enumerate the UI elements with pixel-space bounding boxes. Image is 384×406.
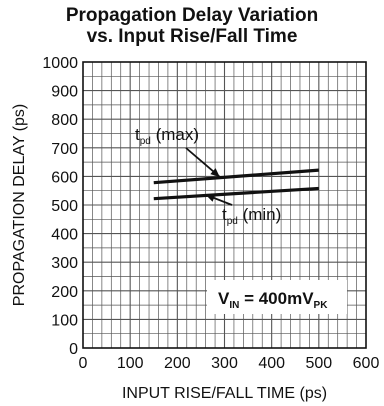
- y-tick-label: 900: [51, 84, 78, 101]
- arrowhead: [205, 194, 216, 202]
- condition-box-bg: [207, 280, 347, 314]
- series-label: tpd (min): [222, 205, 281, 227]
- x-tick-label: 300: [211, 355, 238, 372]
- chart-title-line2: vs. Input Rise/Fall Time: [86, 26, 298, 47]
- x-tick-label: 200: [164, 355, 191, 372]
- x-axis-label: INPUT RISE/FALL TIME (ps): [122, 385, 327, 402]
- y-tick-label: 300: [51, 255, 78, 272]
- x-tick-label: 400: [258, 355, 285, 372]
- y-tick-label: 600: [51, 169, 78, 186]
- y-axis-label: PROPAGATION DELAY (ps): [11, 104, 28, 306]
- condition-box: [207, 280, 347, 314]
- annotations: tpd (max) tpd (min) VIN = 400mVPK: [135, 125, 328, 311]
- series-label: tpd (max): [135, 125, 199, 147]
- y-tick-label: 700: [51, 141, 78, 158]
- y-tick-label: 200: [51, 284, 78, 301]
- chart-title-line1: Propagation Delay Variation: [65, 5, 319, 26]
- y-tick-label: 0: [69, 341, 78, 358]
- x-tick-label: 600: [353, 355, 380, 372]
- y-tick-label: 1000: [42, 55, 78, 72]
- condition-label: VIN = 400mVPK: [218, 289, 328, 311]
- x-tick-label: 500: [305, 355, 332, 372]
- series-line: [153, 186, 319, 201]
- arrowhead: [210, 168, 220, 177]
- grid: [83, 62, 366, 348]
- series-line: [153, 168, 319, 185]
- x-tick-label: 0: [79, 355, 88, 372]
- y-tick-label: 400: [51, 227, 78, 244]
- y-tick-label: 500: [51, 198, 78, 215]
- y-tick-labels: 0 100 200 300 400 500 600 700 800 900 1000: [42, 55, 78, 358]
- x-tick-labels: 0 100 200 300 400 500 600: [79, 355, 380, 372]
- series-lines: [153, 168, 319, 201]
- y-tick-label: 800: [51, 112, 78, 129]
- y-tick-label: 100: [51, 312, 78, 329]
- x-tick-label: 100: [117, 355, 144, 372]
- plot-frame: [82, 61, 367, 349]
